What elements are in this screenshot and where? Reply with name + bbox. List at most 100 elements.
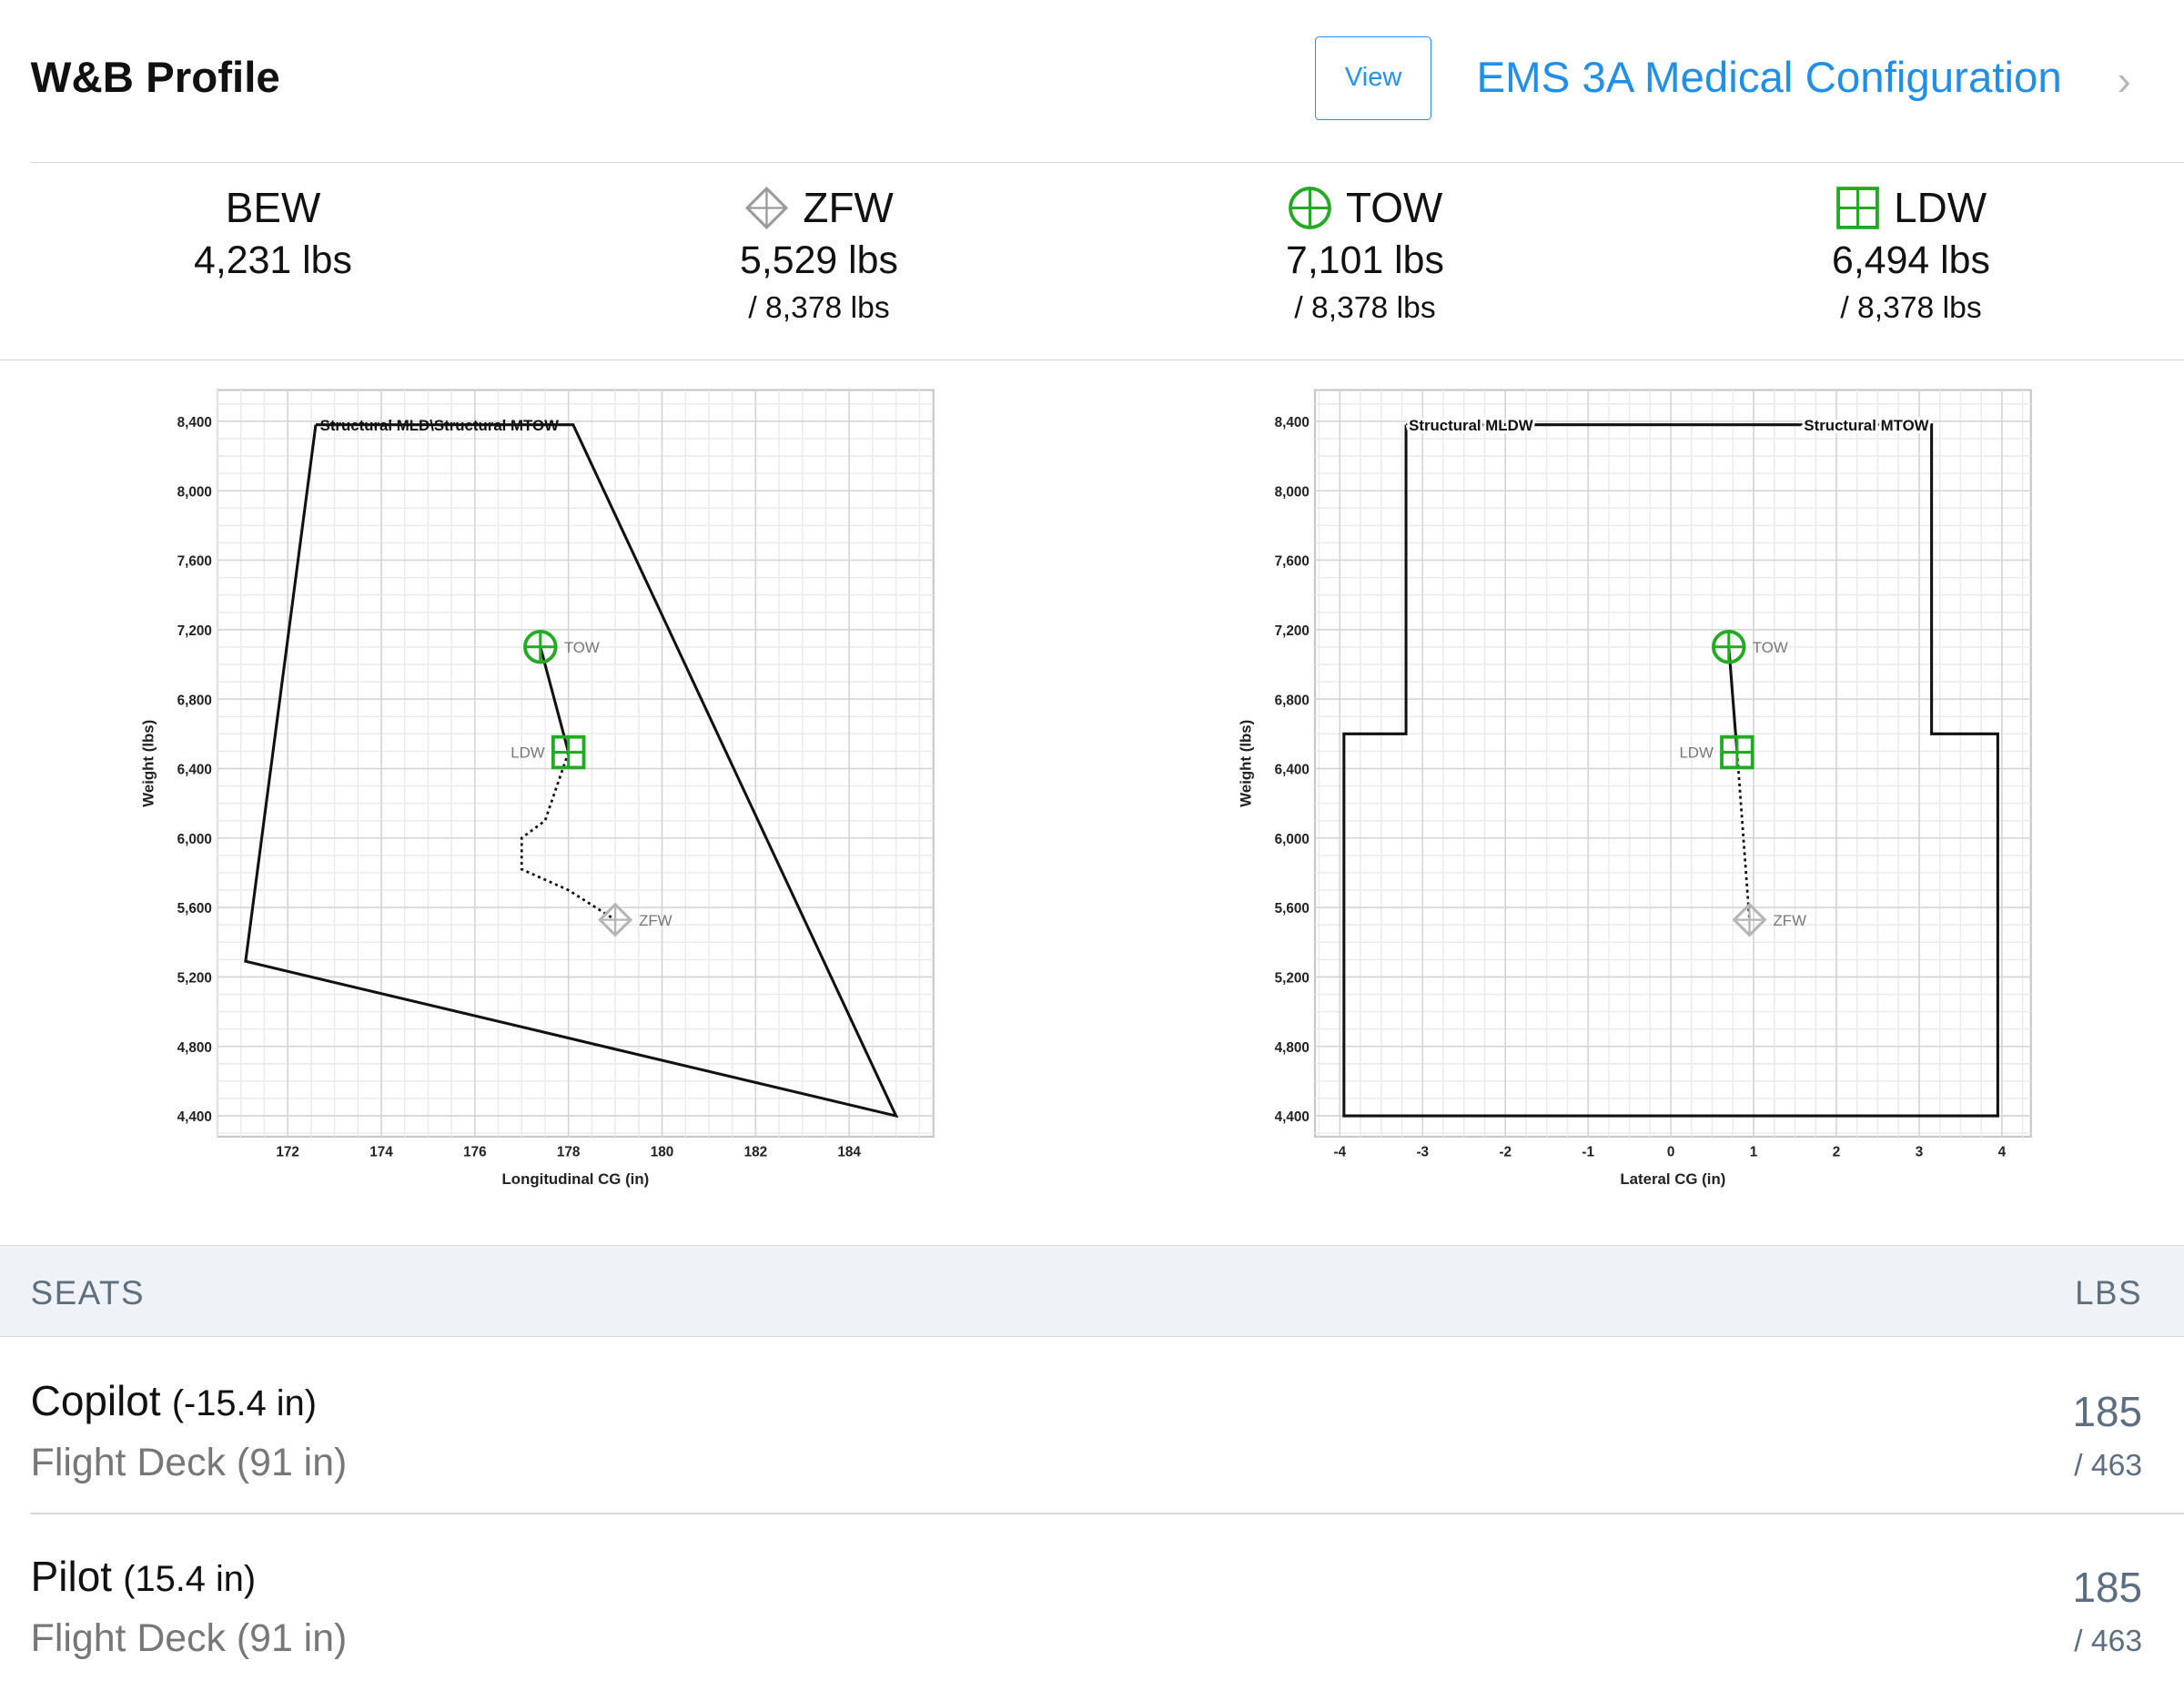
x-tick-label: -2 <box>1499 1144 1512 1159</box>
divider <box>30 161 2184 164</box>
x-tick-label: 0 <box>1667 1144 1675 1159</box>
y-tick-label: 8,000 <box>1274 484 1309 500</box>
cg-envelope <box>243 423 899 1119</box>
seat-name: Pilot <box>30 1553 112 1601</box>
envelope-label-right: Structural MTOW <box>1804 417 1928 434</box>
seats-section-header: SEATS LBS <box>0 1245 2184 1338</box>
x-tick-label: 176 <box>463 1144 487 1159</box>
y-tick-label: 7,600 <box>177 554 211 570</box>
x-tick-label: 4 <box>1998 1144 2007 1159</box>
x-tick-label: 184 <box>837 1144 861 1159</box>
seat-weight[interactable]: 185 <box>2072 1564 2143 1612</box>
seat-arm: (15.4 in) <box>123 1559 257 1600</box>
stat-value: 4,231 lbs <box>194 238 352 282</box>
seat-station: Flight Deck (91 in) <box>30 1615 348 1660</box>
stat-ldw: LDW 6,494 lbs / 8,378 lbs <box>1638 163 2184 326</box>
stat-tow: TOW 7,101 lbs / 8,378 lbs <box>1092 163 1638 326</box>
seat-name-wrap: Copilot (-15.4 in) <box>31 1376 317 1425</box>
diamond-crosshair-icon <box>745 186 789 229</box>
y-tick-label: 4,400 <box>1274 1109 1309 1125</box>
y-tick-label: 6,400 <box>177 763 211 778</box>
x-tick-label: 182 <box>743 1144 767 1159</box>
y-tick-label: 8,000 <box>177 484 211 500</box>
y-tick-label: 6,000 <box>1274 832 1309 847</box>
seat-name: Copilot <box>30 1377 161 1425</box>
envelope-label-left: Structural MLDW <box>1409 417 1533 434</box>
longitudinal-cg-chart-svg: 172 174 176 178 180 182 184 4,400 4,800 5,200 5,60… <box>139 389 935 1188</box>
tow-to-ldw-path <box>1727 646 1739 753</box>
cg-envelope <box>1342 423 1999 1118</box>
square-grid-icon <box>1836 186 1879 229</box>
divider <box>0 359 2184 361</box>
page-title: W&B Profile <box>30 54 280 103</box>
x-tick-label: 174 <box>369 1144 393 1159</box>
seat-arm: (-15.4 in) <box>171 1383 317 1424</box>
header-bar: W&B Profile View EMS 3A Medical Configur… <box>0 0 2184 162</box>
stat-label: BEW <box>225 184 321 232</box>
tow-to-ldw-path <box>539 646 570 753</box>
zfw-marker-label: ZFW <box>1773 912 1806 929</box>
chevron-right-icon[interactable]: › <box>2117 56 2131 105</box>
x-tick-label: 180 <box>651 1144 674 1159</box>
y-tick-label: 4,400 <box>177 1109 211 1125</box>
stat-value: 6,494 lbs <box>1832 238 1990 282</box>
stat-label: TOW <box>1346 184 1443 232</box>
stat-limit: / 8,378 lbs <box>748 290 890 325</box>
x-tick-label: 178 <box>557 1144 581 1159</box>
x-tick-label: 1 <box>1750 1144 1758 1159</box>
divider <box>30 1513 2184 1514</box>
view-button[interactable]: View <box>1314 35 1432 120</box>
seat-weight[interactable]: 185 <box>2072 1388 2143 1436</box>
longitudinal-cg-chart: 172 174 176 178 180 182 184 4,400 4,800 5,200 5,60… <box>126 365 961 1207</box>
lateral-cg-chart-svg: -4 -3 -2 -1 0 1 2 3 4 4,400 4,800 5,200 5,600 6,000 6,… <box>1237 389 2032 1188</box>
y-tick-label: 7,200 <box>1274 623 1309 639</box>
stat-bew: BEW 4,231 lbs <box>0 163 546 283</box>
y-tick-label: 6,400 <box>1274 763 1309 778</box>
y-tick-label: 5,600 <box>1274 901 1309 916</box>
y-tick-label: 5,200 <box>177 971 211 987</box>
y-tick-label: 7,200 <box>177 623 211 639</box>
stat-limit: / 8,378 lbs <box>1840 290 1982 325</box>
weights-summary: BEW 4,231 lbs ZFW 5,529 lbs / 8,378 lbs … <box>0 163 2184 360</box>
stat-zfw: ZFW 5,529 lbs / 8,378 lbs <box>546 163 1092 326</box>
tow-marker-label: TOW <box>1753 639 1788 656</box>
zfw-marker <box>1732 902 1767 937</box>
y-axis-label: Weight (lbs) <box>139 720 157 807</box>
x-tick-label: -1 <box>1582 1144 1594 1159</box>
y-tick-label: 4,800 <box>1274 1040 1309 1056</box>
x-tick-label: 172 <box>276 1144 299 1159</box>
x-axis-label: Longitudinal CG (in) <box>501 1170 649 1188</box>
y-tick-label: 8,400 <box>1274 415 1309 430</box>
seat-row-pilot[interactable]: Pilot (15.4 in) Flight Deck (91 in) 185 /… <box>0 1515 2184 1691</box>
x-axis-label: Lateral CG (in) <box>1620 1170 1725 1188</box>
seat-row-copilot[interactable]: Copilot (-15.4 in) Flight Deck (91 in) 18… <box>0 1340 2184 1515</box>
circle-crosshair-icon <box>1288 186 1331 229</box>
lateral-cg-chart: -4 -3 -2 -1 0 1 2 3 4 4,400 4,800 5,200 5,600 6,000 6,… <box>1223 365 2058 1207</box>
tow-marker-label: TOW <box>564 639 600 656</box>
configuration-link[interactable]: EMS 3A Medical Configuration <box>1476 54 2062 103</box>
seat-max-weight: / 463 <box>2074 1448 2143 1483</box>
x-tick-label: 2 <box>1833 1144 1841 1159</box>
stat-label: ZFW <box>803 184 894 232</box>
y-tick-label: 7,600 <box>1274 554 1309 570</box>
ldw-marker-label: LDW <box>511 744 545 762</box>
ldw-marker-label: LDW <box>1679 744 1714 762</box>
y-tick-label: 6,800 <box>177 693 211 708</box>
y-tick-label: 8,400 <box>177 415 211 430</box>
seat-name-wrap: Pilot (15.4 in) <box>31 1552 256 1601</box>
stat-label: LDW <box>1894 184 1987 232</box>
seat-station: Flight Deck (91 in) <box>30 1440 348 1484</box>
y-axis-label: Weight (lbs) <box>1237 720 1254 807</box>
lbs-header-label: LBS <box>2075 1273 2143 1311</box>
x-tick-label: -3 <box>1416 1144 1429 1159</box>
y-tick-label: 6,800 <box>1274 693 1309 708</box>
y-tick-label: 5,200 <box>1274 971 1309 987</box>
zfw-marker <box>597 902 632 937</box>
y-tick-label: 4,800 <box>177 1040 211 1056</box>
zfw-to-ldw-path <box>1735 752 1751 920</box>
y-tick-label: 5,600 <box>177 901 211 916</box>
stat-limit: / 8,378 lbs <box>1294 290 1436 325</box>
x-tick-label: -4 <box>1333 1144 1346 1159</box>
envelope-label: Structural MLD\Structural MTOW <box>319 417 559 434</box>
stat-value: 7,101 lbs <box>1286 238 1444 282</box>
